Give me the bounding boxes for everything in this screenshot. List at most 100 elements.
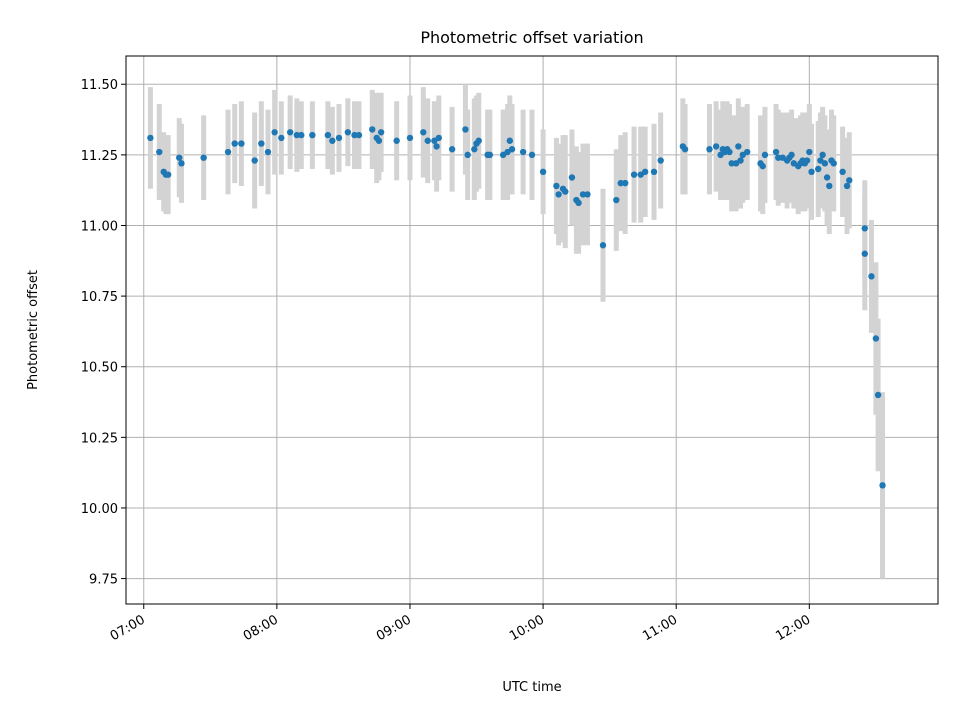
data-point (278, 134, 285, 142)
data-point (584, 191, 591, 198)
data-point (826, 182, 833, 190)
data-point (706, 146, 713, 153)
data-point (803, 157, 811, 164)
data-point (475, 137, 482, 144)
data-point (737, 157, 744, 164)
data-point (448, 146, 456, 153)
data-point (843, 182, 851, 190)
data-point (258, 140, 265, 147)
data-point (874, 391, 882, 399)
data-point (238, 140, 245, 147)
data-point (735, 143, 742, 150)
data-point (335, 134, 343, 142)
data-point (486, 151, 494, 159)
y-tick-label: 11.25 (81, 149, 118, 164)
data-point (872, 335, 880, 342)
data-point (681, 146, 689, 153)
data-point (351, 131, 358, 139)
data-point (830, 160, 837, 167)
data-point (178, 160, 185, 167)
data-point (814, 165, 822, 173)
data-point (393, 137, 400, 144)
data-point (868, 273, 875, 280)
data-point (406, 134, 414, 142)
y-tick-label: 10.25 (81, 431, 118, 446)
y-tick-label: 10.75 (81, 290, 118, 305)
data-point (728, 160, 735, 167)
data-point (759, 162, 766, 170)
data-point (464, 151, 471, 159)
data-point (200, 154, 207, 161)
data-point (630, 171, 638, 178)
y-tick-label: 10.50 (81, 361, 118, 376)
data-point (224, 148, 232, 156)
data-point (528, 151, 536, 159)
data-point (298, 131, 305, 139)
data-point (355, 131, 363, 139)
data-point (508, 146, 516, 153)
data-point (344, 129, 352, 136)
data-point (420, 129, 427, 136)
y-tick-label: 11.00 (81, 219, 118, 234)
data-point (819, 151, 826, 159)
data-point (176, 154, 183, 161)
data-point (506, 137, 514, 144)
data-point (579, 191, 587, 198)
data-points (147, 126, 886, 489)
data-point (471, 146, 478, 153)
data-point (657, 157, 664, 164)
data-point (375, 137, 383, 144)
grid (126, 56, 938, 604)
data-point (164, 171, 172, 178)
data-point (772, 148, 780, 156)
data-point (309, 131, 316, 139)
y-tick-label: 9.75 (89, 573, 118, 588)
data-point (147, 134, 154, 142)
data-point (821, 160, 829, 167)
chart-title: Photometric offset variation (420, 28, 643, 47)
data-point (808, 168, 815, 176)
data-point (788, 151, 795, 159)
y-tick-label: 10.00 (81, 502, 118, 517)
data-point (293, 131, 301, 139)
data-point (539, 168, 547, 176)
axis-ticks: 9.7510.0010.2510.5010.7511.0011.2511.500… (81, 78, 814, 644)
data-point (712, 143, 720, 150)
data-point (823, 174, 831, 181)
data-point (324, 131, 332, 139)
y-tick-label: 11.50 (81, 78, 118, 93)
data-point (879, 482, 886, 489)
data-point (555, 191, 562, 198)
data-point (839, 168, 846, 176)
data-point (286, 129, 294, 136)
data-point (251, 157, 258, 164)
data-point (156, 148, 163, 156)
data-point (264, 148, 272, 156)
data-point (775, 154, 782, 161)
data-point (568, 174, 576, 181)
data-point (650, 168, 658, 176)
data-point (613, 196, 620, 204)
x-axis-label: UTC time (502, 680, 561, 695)
data-point (617, 179, 624, 187)
data-point (846, 177, 853, 184)
data-point (231, 140, 238, 147)
data-point (861, 250, 868, 257)
data-point (641, 168, 649, 176)
data-point (377, 129, 385, 136)
plot-frame (125, 55, 939, 605)
y-axis-label: Photometric offset (26, 270, 41, 390)
data-point (599, 242, 607, 249)
data-point (761, 151, 769, 159)
data-point (553, 182, 560, 190)
data-point (806, 148, 813, 156)
data-point (435, 134, 443, 142)
data-point (462, 126, 469, 133)
data-point (271, 129, 278, 136)
data-point (861, 225, 868, 232)
data-point (726, 148, 733, 156)
data-point (519, 148, 527, 156)
data-point (433, 143, 440, 150)
data-point (621, 179, 629, 187)
